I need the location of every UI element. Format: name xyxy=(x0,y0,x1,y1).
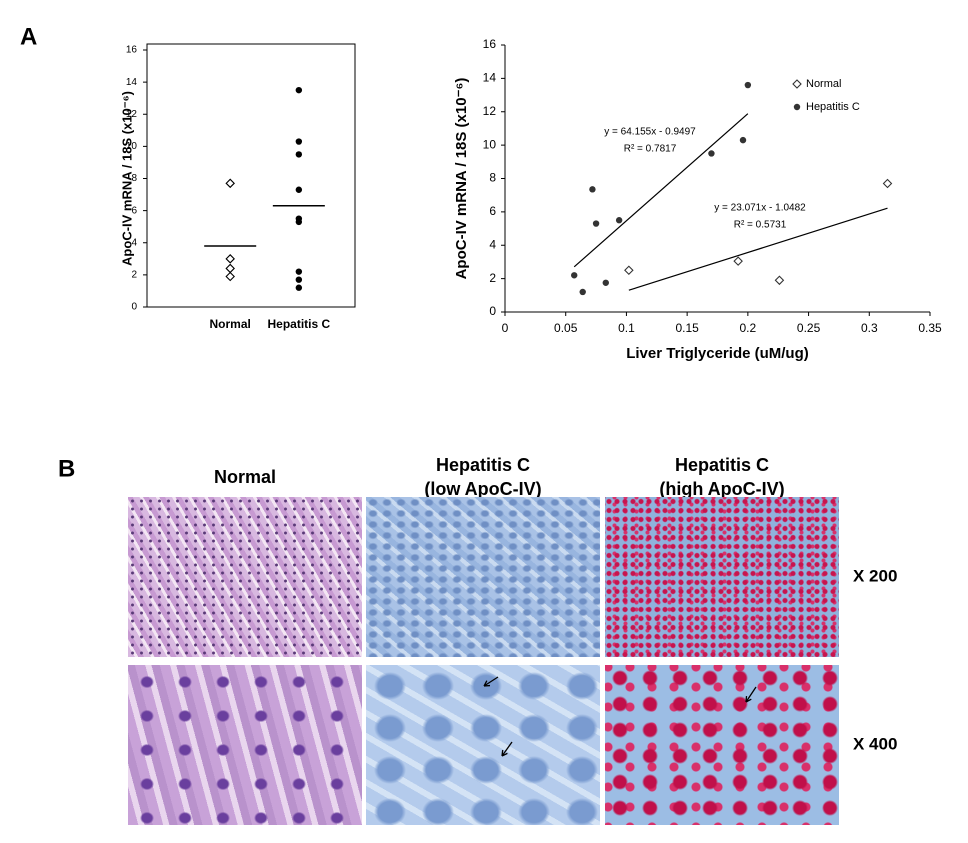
y-axis-label: ApoC-IV mRNA / 18S (x10⁻⁶) xyxy=(119,91,134,266)
y-tick-label: 14 xyxy=(483,71,497,85)
x-tick-label: 0.05 xyxy=(554,321,578,335)
plot-frame xyxy=(146,43,356,308)
y-tick-label: 10 xyxy=(126,141,138,152)
marker xyxy=(295,186,303,193)
marker xyxy=(602,279,609,286)
x-tick-label: 0.25 xyxy=(797,321,821,335)
x-axis-label: Liver Triglyceride (uM/ug) xyxy=(626,345,809,362)
x-tick-label: 0.2 xyxy=(740,321,757,335)
legend-marker xyxy=(793,103,801,111)
x-tick-label: 0.35 xyxy=(918,321,942,335)
column-header: Hepatitis C xyxy=(675,455,769,475)
x-tick-label: 0.3 xyxy=(861,321,878,335)
marker xyxy=(774,275,785,286)
y-tick-label: 16 xyxy=(126,45,138,56)
marker xyxy=(592,220,600,227)
marker xyxy=(225,254,235,264)
y-tick-label: 4 xyxy=(489,237,496,251)
y-tick-label: 12 xyxy=(126,109,138,120)
x-tick-label: 0.1 xyxy=(618,321,635,335)
x-tick-label: 0.15 xyxy=(675,321,699,335)
legend-marker xyxy=(792,79,802,89)
marker xyxy=(295,268,303,275)
column-header: Hepatitis C xyxy=(436,455,530,475)
arrow xyxy=(483,676,499,687)
micrograph xyxy=(128,497,362,657)
marker xyxy=(225,178,235,189)
marker xyxy=(589,186,596,193)
arrow xyxy=(745,686,757,703)
trendline xyxy=(573,113,749,268)
marker xyxy=(708,150,715,157)
trend-r2: R² = 0.7817 xyxy=(624,144,677,155)
x-tick-label: 0 xyxy=(502,321,509,335)
y-tick-label: 0 xyxy=(489,304,496,318)
arrow xyxy=(501,741,513,757)
y-tick-label: 0 xyxy=(131,302,137,313)
y-tick-label: 8 xyxy=(131,173,137,184)
trend-r2: R² = 0.5731 xyxy=(734,220,787,231)
marker xyxy=(295,276,303,283)
marker xyxy=(295,151,303,158)
column-header: (low ApoC-IV) xyxy=(424,479,541,499)
marker xyxy=(295,86,303,94)
marker xyxy=(295,218,303,226)
y-tick-label: 6 xyxy=(131,205,137,216)
legend-label: Normal xyxy=(806,78,841,90)
micrograph xyxy=(605,665,839,825)
magnification-label: X 200 xyxy=(853,566,897,585)
marker xyxy=(733,256,743,266)
x-tick-label: Normal xyxy=(210,317,251,331)
micrograph xyxy=(605,497,839,657)
y-tick-label: 14 xyxy=(126,77,138,88)
trendline xyxy=(628,207,888,291)
y-tick-label: 2 xyxy=(131,270,137,281)
y-tick-label: 6 xyxy=(489,204,496,218)
marker xyxy=(295,138,303,145)
marker xyxy=(225,271,235,282)
micrograph xyxy=(128,665,362,825)
magnification-label: X 400 xyxy=(853,734,897,753)
column-header: Normal xyxy=(214,467,276,487)
y-tick-label: 16 xyxy=(483,37,497,51)
trend-equation: y = 23.071x - 1.0482 xyxy=(714,203,806,214)
marker xyxy=(571,272,578,279)
y-tick-label: 4 xyxy=(131,237,137,248)
y-tick-label: 8 xyxy=(489,171,496,185)
marker xyxy=(579,288,586,296)
trend-equation: y = 64.155x - 0.9497 xyxy=(604,127,696,138)
legend-label: Hepatitis C xyxy=(806,101,860,113)
micrograph xyxy=(366,665,600,825)
y-tick-label: 2 xyxy=(489,271,496,285)
marker xyxy=(744,81,752,89)
y-tick-label: 10 xyxy=(483,137,497,151)
marker xyxy=(295,284,303,291)
x-tick-label: Hepatitis C xyxy=(267,317,330,331)
y-tick-label: 12 xyxy=(483,104,497,118)
marker xyxy=(624,265,634,276)
micrograph xyxy=(366,497,600,657)
marker xyxy=(882,178,893,189)
column-header: (high ApoC-IV) xyxy=(659,479,784,499)
marker xyxy=(739,136,747,144)
panel-label: B xyxy=(58,455,75,482)
marker xyxy=(615,217,623,224)
y-axis-label: ApoC-IV mRNA / 18S (x10⁻⁶) xyxy=(453,78,470,280)
panel-label: A xyxy=(20,23,37,50)
